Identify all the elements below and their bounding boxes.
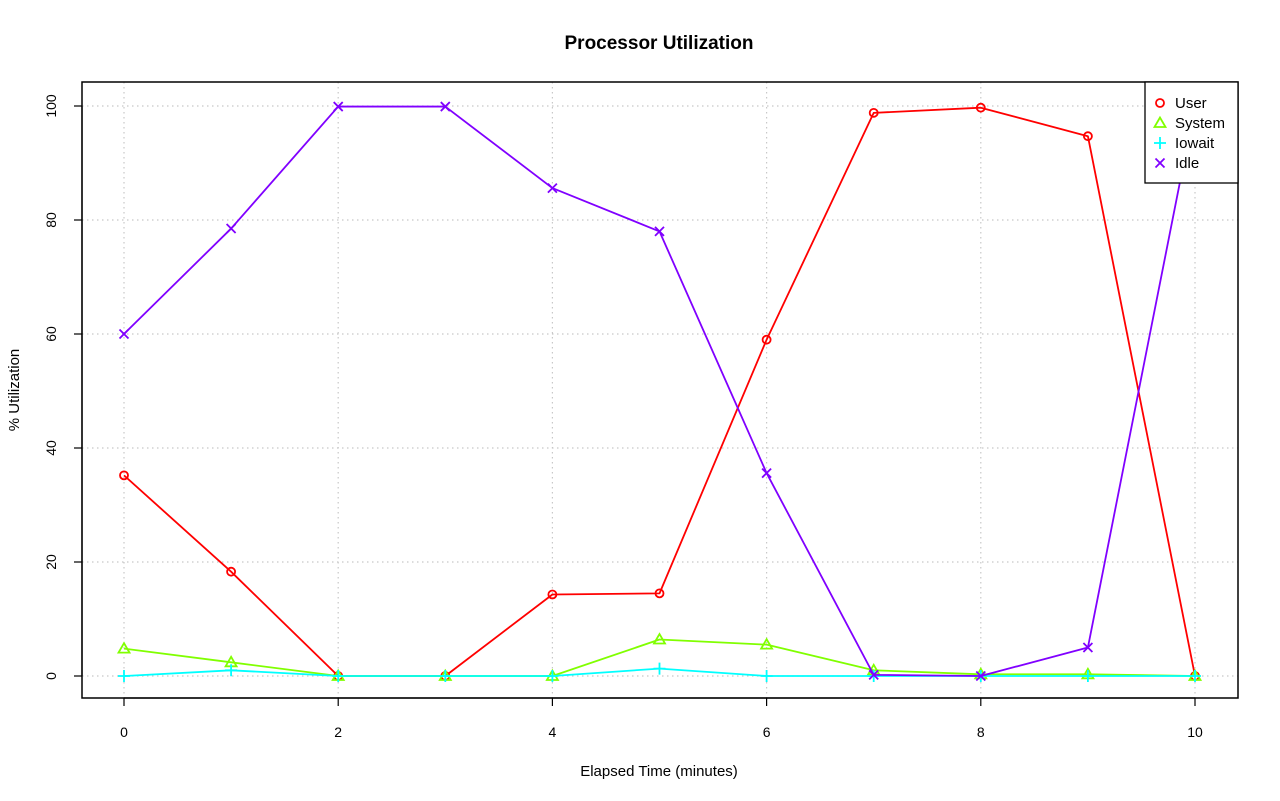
series-iowait: [118, 662, 1201, 682]
data-point-idle: [975, 670, 986, 682]
x-tick-label: 10: [1187, 724, 1203, 740]
data-point-user: [1083, 131, 1093, 142]
y-tick-label: 100: [43, 94, 59, 118]
legend-item-system: System: [1152, 115, 1225, 132]
data-point-idle: [118, 328, 130, 340]
data-point-system: [116, 641, 132, 654]
y-tick-label: 20: [43, 554, 59, 570]
data-point-iowait: [225, 664, 238, 677]
y-tick-label: 60: [43, 326, 59, 342]
data-point-idle: [333, 101, 344, 112]
data-point-user: [761, 334, 772, 345]
data-point-iowait: [760, 670, 773, 682]
legend-label-iowait: Iowait: [1175, 135, 1215, 152]
legend-item-iowait: Iowait: [1154, 135, 1215, 152]
series-layer: [116, 100, 1203, 682]
plot-frame: [81, 81, 1239, 699]
data-point-idle: [1082, 642, 1094, 653]
x-axis-label: Elapsed Time (minutes): [580, 763, 738, 780]
x-tick-label: 0: [120, 724, 128, 740]
data-point-iowait: [118, 670, 130, 682]
legend-item-idle: Idle: [1154, 155, 1199, 172]
chart-title: Processor Utilization: [565, 33, 754, 54]
legend-marker-user: [1155, 98, 1165, 108]
data-point-system: [652, 632, 667, 645]
x-tick-label: 4: [549, 724, 557, 740]
legend-label-user: User: [1175, 95, 1207, 112]
data-point-iowait: [653, 662, 666, 675]
series-line-idle: [123, 105, 1196, 677]
data-point-idle: [654, 226, 665, 237]
y-axis-label: % Utilization: [6, 349, 23, 432]
data-point-idle: [225, 223, 237, 234]
legend-label-idle: Idle: [1175, 155, 1199, 172]
x-tick-label: 8: [977, 724, 985, 740]
data-point-user: [119, 470, 129, 481]
grid-lines: [82, 82, 1238, 698]
data-point-idle: [868, 669, 879, 680]
data-point-user: [654, 588, 665, 599]
legend-item-user: User: [1155, 95, 1207, 112]
data-point-user: [975, 102, 986, 113]
y-tick-label: 40: [43, 440, 59, 456]
data-point-iowait: [546, 670, 559, 682]
data-point-idle: [440, 101, 451, 112]
data-point-user: [226, 566, 237, 577]
y-axis: 0 20 40 60 80 100: [43, 94, 83, 680]
data-point-iowait: [1081, 670, 1094, 682]
x-axis: 0 2 4 6 8 10: [120, 697, 1203, 740]
series-line-user: [123, 106, 1196, 677]
data-point-idle: [761, 467, 772, 479]
data-point-user: [547, 589, 558, 600]
y-tick-label: 80: [43, 212, 59, 228]
legend-label-system: System: [1175, 115, 1225, 132]
y-tick-label: 0: [43, 672, 59, 680]
legend-marker-system: [1152, 115, 1168, 128]
data-point-iowait: [332, 670, 345, 682]
x-tick-label: 6: [763, 724, 771, 740]
series-user: [119, 102, 1200, 681]
legend-marker-iowait: [1154, 137, 1166, 149]
data-point-iowait: [1189, 670, 1201, 682]
data-point-iowait: [439, 670, 452, 682]
legend-marker-idle: [1154, 157, 1166, 169]
legend: User System Iowait Idle: [1144, 81, 1239, 184]
data-point-idle: [547, 182, 558, 194]
data-point-system: [759, 637, 774, 650]
x-tick-label: 2: [334, 724, 342, 740]
series-line-system: [123, 638, 1196, 677]
data-point-user: [868, 107, 879, 118]
